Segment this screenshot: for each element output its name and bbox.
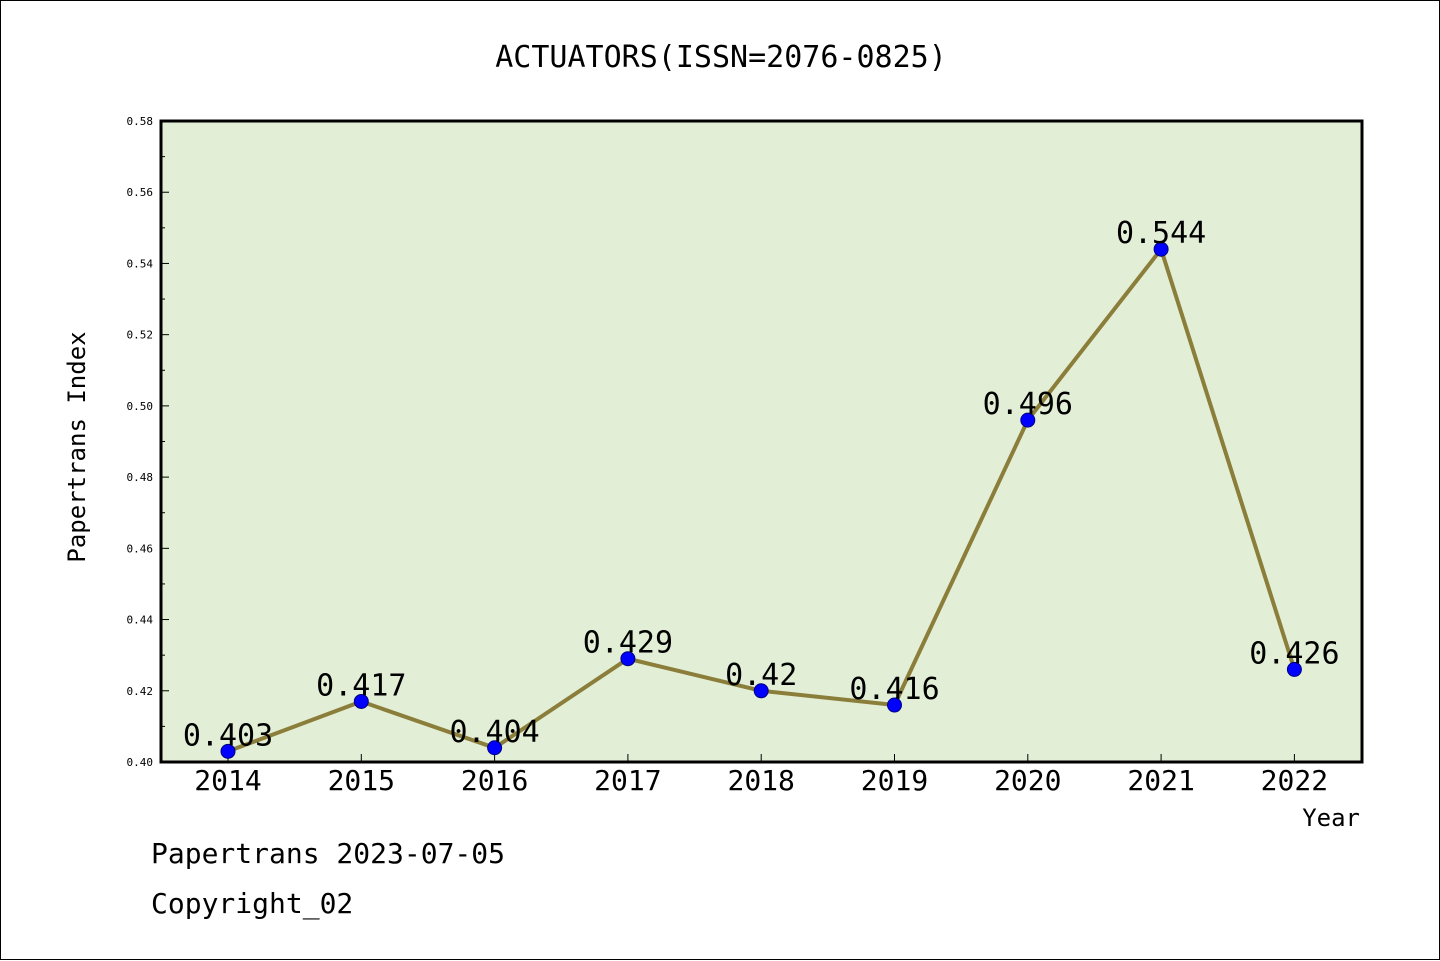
x-tick-label: 2020 xyxy=(994,764,1061,797)
x-tick-label: 2019 xyxy=(861,764,928,797)
y-tick-label: 0.44 xyxy=(127,614,154,627)
data-label: 0.496 xyxy=(983,387,1073,422)
data-point xyxy=(887,697,902,713)
data-point xyxy=(1020,412,1036,428)
x-axis-label: Year xyxy=(1302,804,1360,832)
y-tick-label: 0.52 xyxy=(127,329,154,342)
plot-area xyxy=(161,121,1362,762)
y-tick-label: 0.48 xyxy=(127,471,154,484)
data-point xyxy=(1153,241,1169,257)
data-label: 0.417 xyxy=(316,668,406,703)
data-label: 0.42 xyxy=(725,658,797,693)
y-tick-label: 0.46 xyxy=(127,542,154,555)
data-label: 0.416 xyxy=(849,672,939,707)
data-point xyxy=(620,651,636,667)
data-label: 0.404 xyxy=(449,715,539,750)
data-label: 0.426 xyxy=(1249,636,1339,671)
data-labels: 0.403 0.417 0.404 0.429 0.42 0.416 0.496 0.544 0… xyxy=(183,216,1340,753)
x-tick-label: 2014 xyxy=(194,764,261,797)
y-axis: 0.40 0.42 0.44 0.46 0.48 0.50 0.52 0.54 0.56 0.58 xyxy=(127,115,169,769)
x-tick-label: 2017 xyxy=(594,764,661,797)
footer-copyright-text: Copyright_02 xyxy=(151,887,354,920)
x-axis: 2014 2015 2016 2017 2018 2019 2020 2021 2022 xyxy=(194,754,1328,797)
y-tick-label: 0.56 xyxy=(127,186,154,199)
data-points xyxy=(220,241,1302,759)
data-point xyxy=(1286,661,1302,677)
data-point xyxy=(220,743,236,759)
data-label: 0.544 xyxy=(1116,216,1206,251)
data-point xyxy=(487,740,503,756)
x-tick-label: 2016 xyxy=(461,764,528,797)
y-tick-label: 0.58 xyxy=(127,115,154,128)
plot-border xyxy=(159,119,1364,764)
y-axis-label: Papertrans Index xyxy=(63,331,91,562)
y-tick-label: 0.40 xyxy=(127,756,154,769)
x-tick-label: 2015 xyxy=(328,764,395,797)
x-tick-label: 2018 xyxy=(727,764,794,797)
y-tick-label: 0.42 xyxy=(127,685,154,698)
y-tick-label: 0.54 xyxy=(127,257,154,270)
data-label: 0.429 xyxy=(583,626,673,661)
y-tick-label: 0.50 xyxy=(127,400,154,413)
x-tick-label: 2022 xyxy=(1261,764,1328,797)
footer-generated-text: Papertrans 2023-07-05 xyxy=(151,837,506,870)
chart-title: ACTUATORS(ISSN=2076-0825) xyxy=(495,40,947,75)
data-label: 0.403 xyxy=(183,718,273,753)
x-tick-label: 2021 xyxy=(1127,764,1194,797)
data-point xyxy=(353,693,369,709)
data-point xyxy=(753,683,769,699)
